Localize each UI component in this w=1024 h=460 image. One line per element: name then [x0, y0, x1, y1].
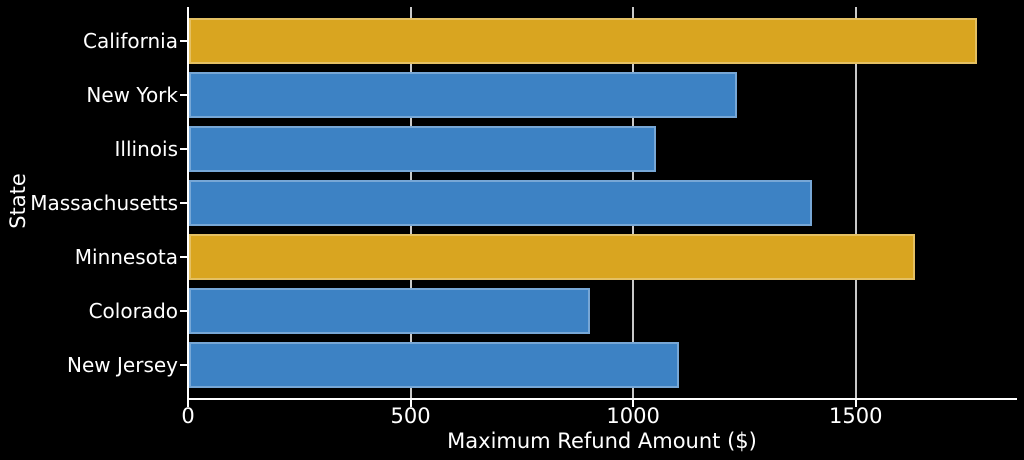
y-tick-mark	[180, 148, 187, 150]
y-tick-mark	[180, 40, 187, 42]
y-tick-label: Massachusetts	[30, 191, 178, 215]
y-tick-mark	[180, 202, 187, 204]
gridline-1500	[854, 7, 857, 398]
bar-colorado	[189, 288, 590, 334]
x-tick-mark	[854, 400, 857, 407]
bar-row-colorado: Colorado	[0, 284, 1020, 338]
x-tick-label: 0	[181, 404, 195, 428]
bar-row-california: California	[0, 14, 1020, 68]
x-axis-title: Maximum Refund Amount ($)	[447, 429, 757, 453]
bar-california	[189, 18, 977, 64]
bar-row-massachusetts: Massachusetts	[0, 176, 1020, 230]
bar-minnesota	[189, 234, 915, 280]
x-tick-mark	[187, 400, 189, 407]
y-tick-label: Minnesota	[74, 245, 178, 269]
y-tick-mark	[180, 310, 187, 312]
bar-row-new-jersey: New Jersey	[0, 338, 1020, 392]
y-tick-label: California	[83, 29, 178, 53]
bar-row-new-york: New York	[0, 68, 1020, 122]
bar-illinois	[189, 126, 657, 172]
chart-rows: California New York Illinois Massachusetts M…	[0, 14, 1020, 392]
y-tick-mark	[180, 94, 187, 96]
x-tick-mark	[632, 400, 635, 407]
y-tick-label: New Jersey	[67, 353, 178, 377]
y-tick-label: Illinois	[114, 137, 178, 161]
x-tick-label: 500	[390, 404, 431, 428]
y-tick-mark	[180, 256, 187, 258]
x-tick-label: 1000	[606, 404, 660, 428]
x-tick-mark	[409, 400, 412, 407]
bar-new-york	[189, 72, 737, 118]
bar-massachusetts	[189, 180, 813, 226]
bar-row-illinois: Illinois	[0, 122, 1020, 176]
bar-new-jersey	[189, 342, 679, 388]
y-tick-label: Colorado	[88, 299, 178, 323]
bar-row-minnesota: Minnesota	[0, 230, 1020, 284]
y-tick-mark	[180, 364, 187, 366]
y-tick-label: New York	[86, 83, 178, 107]
x-tick-label: 1500	[829, 404, 883, 428]
